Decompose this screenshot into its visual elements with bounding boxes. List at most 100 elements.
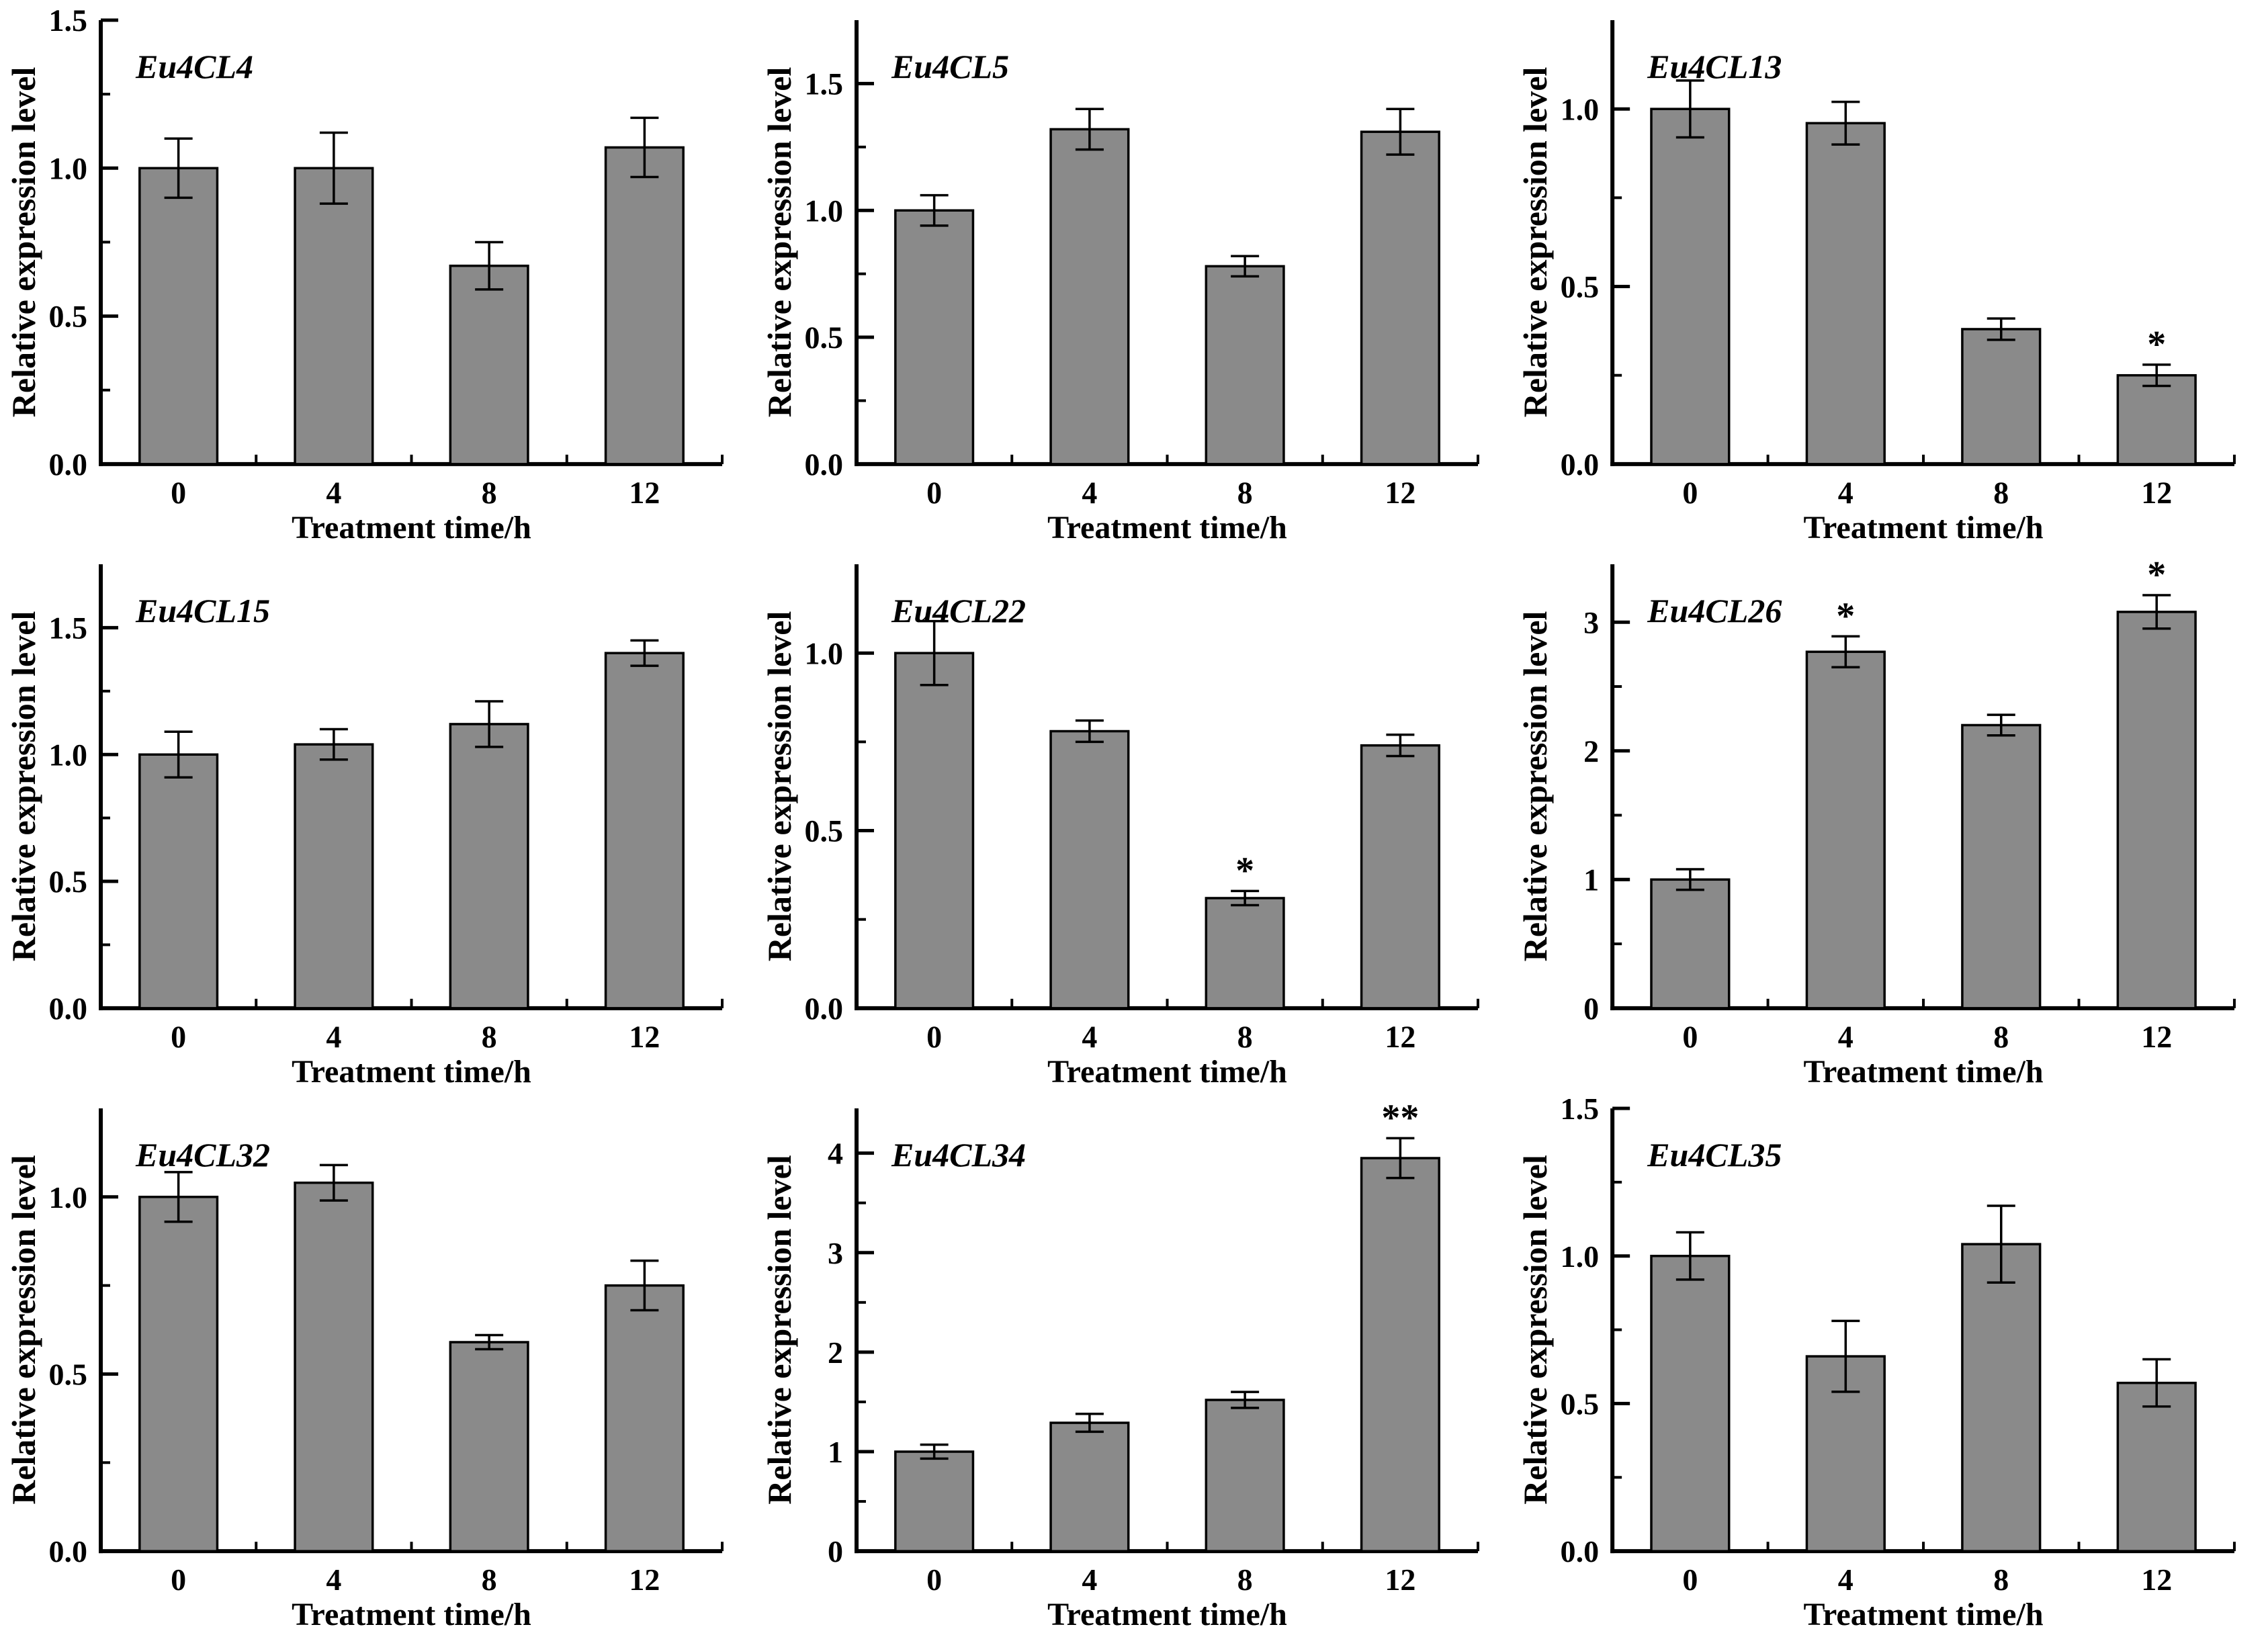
error-bar-0h [1675,868,1704,891]
y-tick-label: 0.5 [805,814,843,848]
x-axis-label: Treatment time/h [292,1597,531,1631]
x-tick-label: 8 [1237,1020,1253,1054]
y-tick-label: 0.0 [805,991,843,1026]
bars [138,639,685,1010]
error-bar-4h [1831,635,1860,669]
x-axis-tick-labels: 0 4 8 12 [1682,1562,2172,1597]
x-tick-label: 8 [482,1562,497,1597]
error-bar-4h [1075,107,1104,151]
x-tick-label: 4 [1838,1020,1853,1054]
bar-chart-svg: 0.0 0.5 1.0 * 0 4 8 12 Eu4CL22 Treatment time/h Re… [760,564,1479,1088]
error-bar-12h [2142,363,2171,388]
y-tick-label: 1.5 [49,611,87,646]
x-tick-label: 12 [629,1020,660,1054]
bar-12h [1360,130,1440,466]
error-bar-12h [630,1259,659,1312]
x-tick-label: 12 [1385,1020,1415,1054]
y-axis-ticks [101,1195,118,1553]
y-axis-label: Relative expression level [760,611,798,962]
x-tick-label: 0 [171,476,186,510]
bar-0h [138,1196,219,1552]
bar-12h [604,652,685,1010]
chart-panel-eu4cl26: 0 1 2 3 * * 0 4 8 12 Eu4CL26 Treatment time/h Relati… [1512,544,2268,1088]
x-axis-label: Treatment time/h [1804,510,2044,544]
error-bar-8h [475,240,504,291]
x-tick-label: 8 [1993,476,2009,510]
panel-title: Eu4CL15 [135,592,270,629]
bar-8h [1205,1399,1285,1552]
y-axis-ticks [101,625,118,1010]
error-bar-8h [475,700,504,748]
y-axis-label: Relative expression level [5,67,42,418]
error-bar-4h [319,131,348,205]
bar-4h [294,743,374,1010]
x-tick-label: 4 [326,1562,341,1597]
x-tick-label: 8 [1993,1562,2009,1597]
x-axis-tick-labels: 0 4 8 12 [171,1562,660,1597]
bar-0h [1650,878,1731,1010]
y-axis-label: Relative expression level [1516,1155,1554,1505]
error-bar-8h [1987,1204,2015,1284]
bar-4h [1805,122,1886,466]
y-axis-ticks [1612,620,1630,1010]
x-tick-label: 4 [326,476,341,510]
error-bar-0h [920,193,949,227]
error-bar-8h [1987,713,2015,737]
error-bar-0h [164,1171,193,1223]
error-bar-12h [2142,1358,2171,1408]
y-tick-label: 1.5 [805,67,843,101]
y-tick-label: 1.0 [1561,1239,1600,1274]
error-bar-0h [164,137,193,200]
panel-title: Eu4CL35 [1647,1136,1782,1174]
bar-8h [1205,897,1285,1010]
y-axis-tick-labels: 0.0 0.5 1.0 1.5 [49,3,87,482]
x-tick-label: 8 [1237,1562,1253,1597]
y-axis-tick-labels: 0 1 2 3 4 [828,1137,843,1569]
panel-title: Eu4CL5 [891,48,1009,85]
error-bar-8h [1231,889,1260,907]
bar-chart-svg: 0.0 0.5 1.0 1.5 0 4 8 12 Eu4CL5 Treatment time/h R… [760,20,1479,544]
x-tick-label: 8 [482,476,497,510]
y-axis-label: Relative expression level [760,1155,798,1505]
chart-panel-eu4cl32: 0.0 0.5 1.0 0 4 8 12 Eu4CL32 Treatment time/h Rel… [0,1088,756,1631]
x-tick-label: 0 [171,1562,186,1597]
chart-panel-eu4cl35: 0.0 0.5 1.0 1.5 0 4 8 12 Eu4CL35 Treatment time/h… [1512,1088,2268,1631]
y-tick-label: 1.0 [805,636,843,670]
bar-chart-svg: 0.0 0.5 1.0 * 0 4 8 12 Eu4CL13 Treatment time/h Re… [1516,20,2236,544]
x-tick-label: 12 [2141,1020,2172,1054]
x-axis-label: Treatment time/h [1047,1597,1287,1631]
y-tick-label: 0.5 [49,300,87,334]
x-tick-label: 0 [926,1020,942,1054]
y-tick-label: 0.0 [1561,447,1600,482]
y-axis-label: Relative expression level [1516,67,1554,417]
error-bar-8h [475,1333,504,1351]
panel-title: Eu4CL22 [891,592,1026,629]
significance-marker: ** [1381,1097,1419,1139]
y-axis-label: Relative expression level [5,611,42,962]
y-axis-label: Relative expression level [5,1155,42,1505]
error-bar-0h [1675,1231,1704,1281]
y-tick-label: 1.5 [49,3,87,38]
significance-marker: * [2147,554,2166,596]
error-bar-0h [1675,79,1704,139]
bars [138,1163,685,1552]
y-tick-label: 0.5 [48,1358,87,1392]
bar-12h [2116,611,2197,1010]
x-axis-tick-labels: 0 4 8 12 [926,1562,1415,1597]
bar-12h [1360,1157,1440,1552]
panel-title: Eu4CL4 [135,48,253,85]
bar-12h [604,1284,685,1552]
y-tick-label: 0.0 [49,991,87,1026]
y-tick-label: 1 [1583,863,1599,897]
bar-0h [894,652,975,1010]
y-tick-label: 0.5 [805,320,843,355]
y-tick-label: 1.0 [49,151,87,185]
y-tick-label: 0.5 [1561,1387,1600,1421]
x-axis-tick-labels: 0 4 8 12 [171,1020,660,1054]
x-axis-tick-labels: 0 4 8 12 [1682,476,2172,510]
bar-8h [1961,723,2042,1010]
panel-title: Eu4CL26 [1647,592,1782,629]
error-bar-12h [630,116,659,179]
